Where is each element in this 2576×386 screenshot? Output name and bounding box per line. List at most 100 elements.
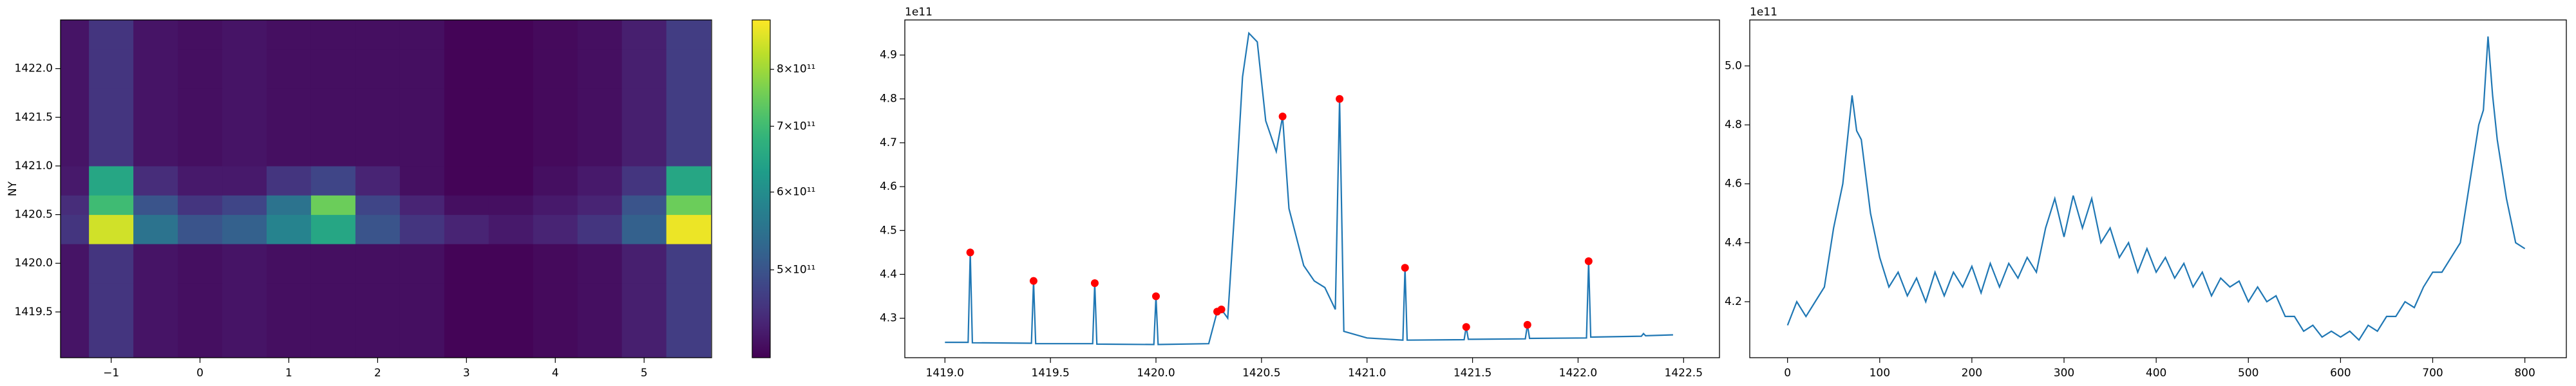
heatmap-cell (533, 214, 578, 244)
heatmap-cell (488, 165, 534, 196)
heatmap-cell (266, 87, 312, 127)
heatmap-cell (355, 322, 401, 358)
x-tick-label: 4 (552, 367, 559, 380)
heatmap-cell (488, 195, 534, 216)
heatmap-cell (621, 165, 667, 196)
heatmap-cell (399, 127, 445, 167)
heatmap-cell (666, 282, 712, 322)
peak-marker (1336, 95, 1344, 103)
peak-marker (1523, 320, 1531, 329)
heatmap-cell (310, 195, 356, 216)
heatmap-cell (621, 20, 667, 50)
x-tick-label: 500 (2238, 367, 2259, 380)
heatmap-cell (310, 127, 356, 167)
heatmap-cell (89, 49, 134, 89)
y-tick-label: 4.8 (880, 93, 897, 106)
offset-text: 1e11 (1750, 6, 1777, 19)
x-tick-label: 0 (1784, 367, 1791, 380)
heatmap-cell (310, 20, 356, 50)
x-tick-label: 0 (196, 367, 204, 380)
heatmap-cell (266, 49, 312, 89)
heatmap-cell (266, 20, 312, 50)
y-tick-label: 1421.5 (15, 111, 53, 124)
heatmap-cell (222, 49, 267, 89)
heatmap-cell (61, 20, 90, 50)
heatmap-cell (89, 165, 134, 196)
heatmap-cell (133, 322, 178, 358)
heatmap-cell (89, 127, 134, 167)
heatmap-cell (89, 195, 134, 216)
heatmap-cell (444, 322, 489, 358)
colorbar-tick-label: 6×10¹¹ (777, 186, 815, 199)
heatmap-cell (61, 195, 90, 216)
y-tick-label: 4.7 (880, 136, 897, 149)
heatmap-cell (178, 195, 223, 216)
heatmap-cell (577, 243, 623, 284)
heatmap-cell (266, 282, 312, 322)
x-tick-label: 1422.0 (1559, 367, 1597, 380)
heatmap-cell (178, 49, 223, 89)
y-tick-label: 4.2 (1725, 295, 1742, 308)
heatmap-cell (222, 243, 267, 284)
heatmap-cell (310, 87, 356, 127)
x-tick-label: 1419.5 (1031, 367, 1069, 380)
heatmap-cell (89, 20, 134, 50)
heatmap-cell (266, 165, 312, 196)
colorbar-tick-label: 8×10¹¹ (777, 63, 815, 76)
heatmap-cell (444, 243, 489, 284)
y-tick-label: 5.0 (1725, 59, 1742, 72)
heatmap-cell (533, 282, 578, 322)
heatmap-cell (399, 195, 445, 216)
heatmap-cell (61, 87, 90, 127)
heatmap-cell (399, 165, 445, 196)
heatmap-cell (533, 87, 578, 127)
heatmap-cell (488, 322, 534, 358)
heatmap-cell (266, 214, 312, 244)
heatmap-cell (444, 165, 489, 196)
x-tick-label: 800 (2514, 367, 2535, 380)
heatmap-cell (666, 20, 712, 50)
heatmap-cell (399, 87, 445, 127)
heatmap-cell (355, 165, 401, 196)
heatmap-cell (399, 282, 445, 322)
heatmap-cell (577, 20, 623, 50)
colorbar (752, 19, 771, 358)
x-tick-label: 400 (2146, 367, 2166, 380)
heatmap-cell (533, 49, 578, 89)
y-tick-label: 1421.0 (15, 160, 53, 172)
heatmap-cell (133, 20, 178, 50)
y-tick-label: 4.4 (1725, 236, 1742, 249)
heatmap-cell (444, 282, 489, 322)
heatmap-cell (310, 49, 356, 89)
y-tick-label: 4.9 (880, 49, 897, 62)
heatmap-cell (444, 87, 489, 127)
heatmap-cell (577, 322, 623, 358)
heatmap-cell (666, 127, 712, 167)
heatmap-cell (178, 87, 223, 127)
y-tick-label: 4.8 (1725, 118, 1742, 131)
x-tick-label: 700 (2422, 367, 2443, 380)
x-tick-label: 1420.0 (1137, 367, 1175, 380)
x-tick-label: 5 (641, 367, 648, 380)
heatmap-cell (133, 127, 178, 167)
heatmap-cell (666, 87, 712, 127)
y-tick-label: 1419.5 (15, 306, 53, 318)
heatmap-cell (355, 243, 401, 284)
x-tick-label: 1419.0 (926, 367, 964, 380)
x-tick-label: 100 (1870, 367, 1890, 380)
heatmap-cell (577, 87, 623, 127)
peak-marker (1151, 292, 1160, 300)
peak-marker (1462, 323, 1470, 331)
heatmap-cell (488, 282, 534, 322)
x-tick-label: 1421.0 (1348, 367, 1386, 380)
data-line (945, 32, 1673, 345)
heatmap-cell (666, 243, 712, 284)
y-tick-label: 4.5 (880, 224, 897, 237)
heatmap-cell (577, 195, 623, 216)
peak-marker (1029, 277, 1037, 285)
heatmap-cell (621, 214, 667, 244)
heatmap-cell (61, 214, 90, 244)
peak-marker (1090, 279, 1099, 288)
heatmap-cell (577, 214, 623, 244)
